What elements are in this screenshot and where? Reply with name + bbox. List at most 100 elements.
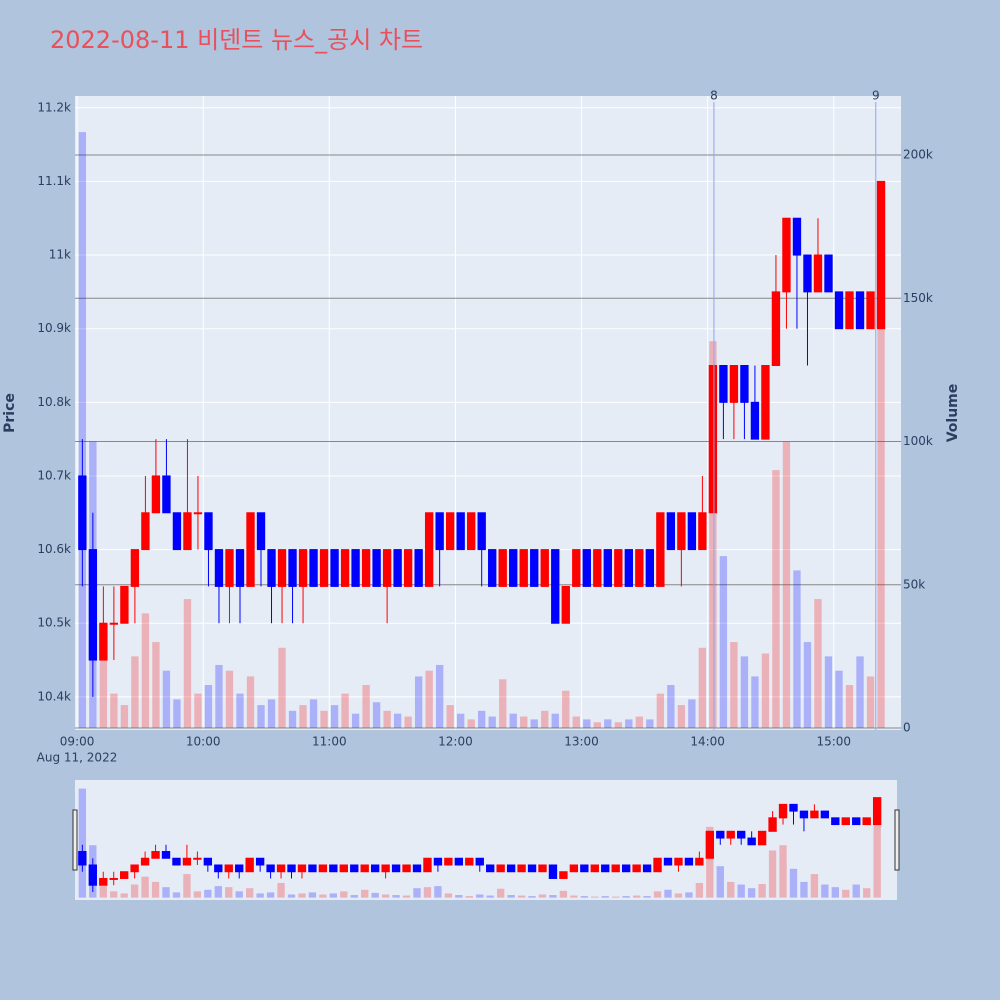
slider-candle-body <box>287 864 296 873</box>
slider-candle-body <box>360 864 369 873</box>
slider-volume-bar <box>517 895 526 898</box>
candle-body <box>677 512 686 551</box>
candle-body <box>288 549 297 587</box>
volume-bar <box>583 719 591 728</box>
volume-bar <box>110 693 118 728</box>
candle-body <box>477 512 486 551</box>
slider-volume-bar <box>695 882 704 898</box>
slider-volume-bar <box>204 889 212 898</box>
volume-bar <box>730 642 738 728</box>
volume-bar <box>152 642 160 728</box>
candle-body <box>740 365 749 403</box>
candle-body <box>855 291 865 330</box>
slider-candle-body <box>151 851 160 859</box>
slider-candle-body <box>130 864 139 873</box>
volume-bar <box>456 713 465 728</box>
slider-volume-bar <box>538 894 547 898</box>
candle-body <box>267 549 276 587</box>
slider-candle-body <box>339 864 348 873</box>
y-tick-label: 11k <box>49 248 71 262</box>
slider-candle-body <box>705 830 715 859</box>
volume-bar <box>236 693 244 728</box>
volume-bar <box>341 693 349 728</box>
slider-candle-body <box>423 857 432 873</box>
candle-body <box>183 512 192 551</box>
volume-bar <box>204 685 213 728</box>
volume-bar <box>530 719 538 728</box>
volume-bar <box>425 670 433 728</box>
volume-bar <box>740 656 749 728</box>
candle-body <box>708 365 718 514</box>
slider-candle-body <box>862 817 871 826</box>
volume-bar <box>225 670 234 728</box>
volume-bar <box>614 722 622 728</box>
volume-bar <box>131 656 139 728</box>
slider-volume-bar <box>308 892 317 898</box>
candle-body <box>761 365 770 440</box>
candle-body <box>151 475 161 514</box>
x-tick-label: 11:00 <box>312 735 347 749</box>
candle-body <box>109 622 119 625</box>
volume-bar <box>330 705 339 728</box>
volume-bar <box>835 670 843 728</box>
slider-candle-body <box>872 797 882 826</box>
volume-bar <box>509 713 517 728</box>
slider-volume-bar <box>277 882 285 898</box>
slider-candle-body <box>381 864 390 873</box>
candle-body <box>876 180 886 330</box>
volume-bar <box>288 710 297 728</box>
slider-candle-body <box>538 864 547 873</box>
annotation-label: 8 <box>710 89 718 103</box>
slider-candle-body <box>632 864 641 873</box>
candle-body <box>172 512 182 551</box>
slider-candle-body <box>308 864 317 873</box>
y-tick-label: 11.1k <box>37 174 71 188</box>
slider-candle-body <box>737 830 746 839</box>
candle-body <box>414 549 423 587</box>
volume-bar <box>761 653 770 728</box>
volume-bar <box>877 312 885 728</box>
slider-volume-bar <box>821 884 829 898</box>
volume-bar <box>541 710 549 728</box>
slider-handle[interactable] <box>894 809 900 871</box>
candle-body <box>467 512 476 551</box>
volume-bar <box>856 656 864 728</box>
y-tick-label: 11.2k <box>37 100 71 114</box>
slider-volume-bar <box>863 888 871 898</box>
slider-candle-body <box>527 864 537 873</box>
candle-body <box>824 254 833 293</box>
slider-volume-bar <box>706 826 714 898</box>
candle-body <box>771 291 781 367</box>
slider-candle-body <box>820 810 830 819</box>
slider-candle-body <box>695 857 704 866</box>
slider-volume-bar <box>141 876 149 898</box>
slider-volume-bar <box>580 896 589 898</box>
slider-candle-body <box>768 817 777 832</box>
slider-volume-bar <box>486 895 494 898</box>
slider-volume-bar <box>151 881 160 898</box>
candle-body <box>624 549 633 587</box>
slider-volume-bar <box>298 893 306 898</box>
slider-candle-body <box>140 857 150 866</box>
slider-candle-body <box>548 864 558 879</box>
slider-candle-body <box>88 864 97 886</box>
y2-tick-label: 100k <box>903 434 933 448</box>
slider-volume-bar <box>444 893 453 898</box>
slider-volume-bar <box>319 894 327 898</box>
slider-volume-bar <box>612 896 620 898</box>
slider-candle-body <box>255 857 265 866</box>
slider-volume-bar <box>496 888 505 898</box>
candle-body <box>834 291 844 330</box>
volume-bar <box>120 705 129 728</box>
candle-body <box>225 549 234 587</box>
volume-bar <box>246 676 255 728</box>
slider-candle-body <box>266 864 275 873</box>
slider-candle-body <box>747 837 756 846</box>
candle-body <box>614 549 623 587</box>
slider-candle-body <box>590 864 599 873</box>
candle-body <box>729 365 739 403</box>
slider-handle[interactable] <box>72 809 78 871</box>
x-tick-label: 12:00 <box>438 735 473 749</box>
slider-candle-body <box>193 857 202 860</box>
